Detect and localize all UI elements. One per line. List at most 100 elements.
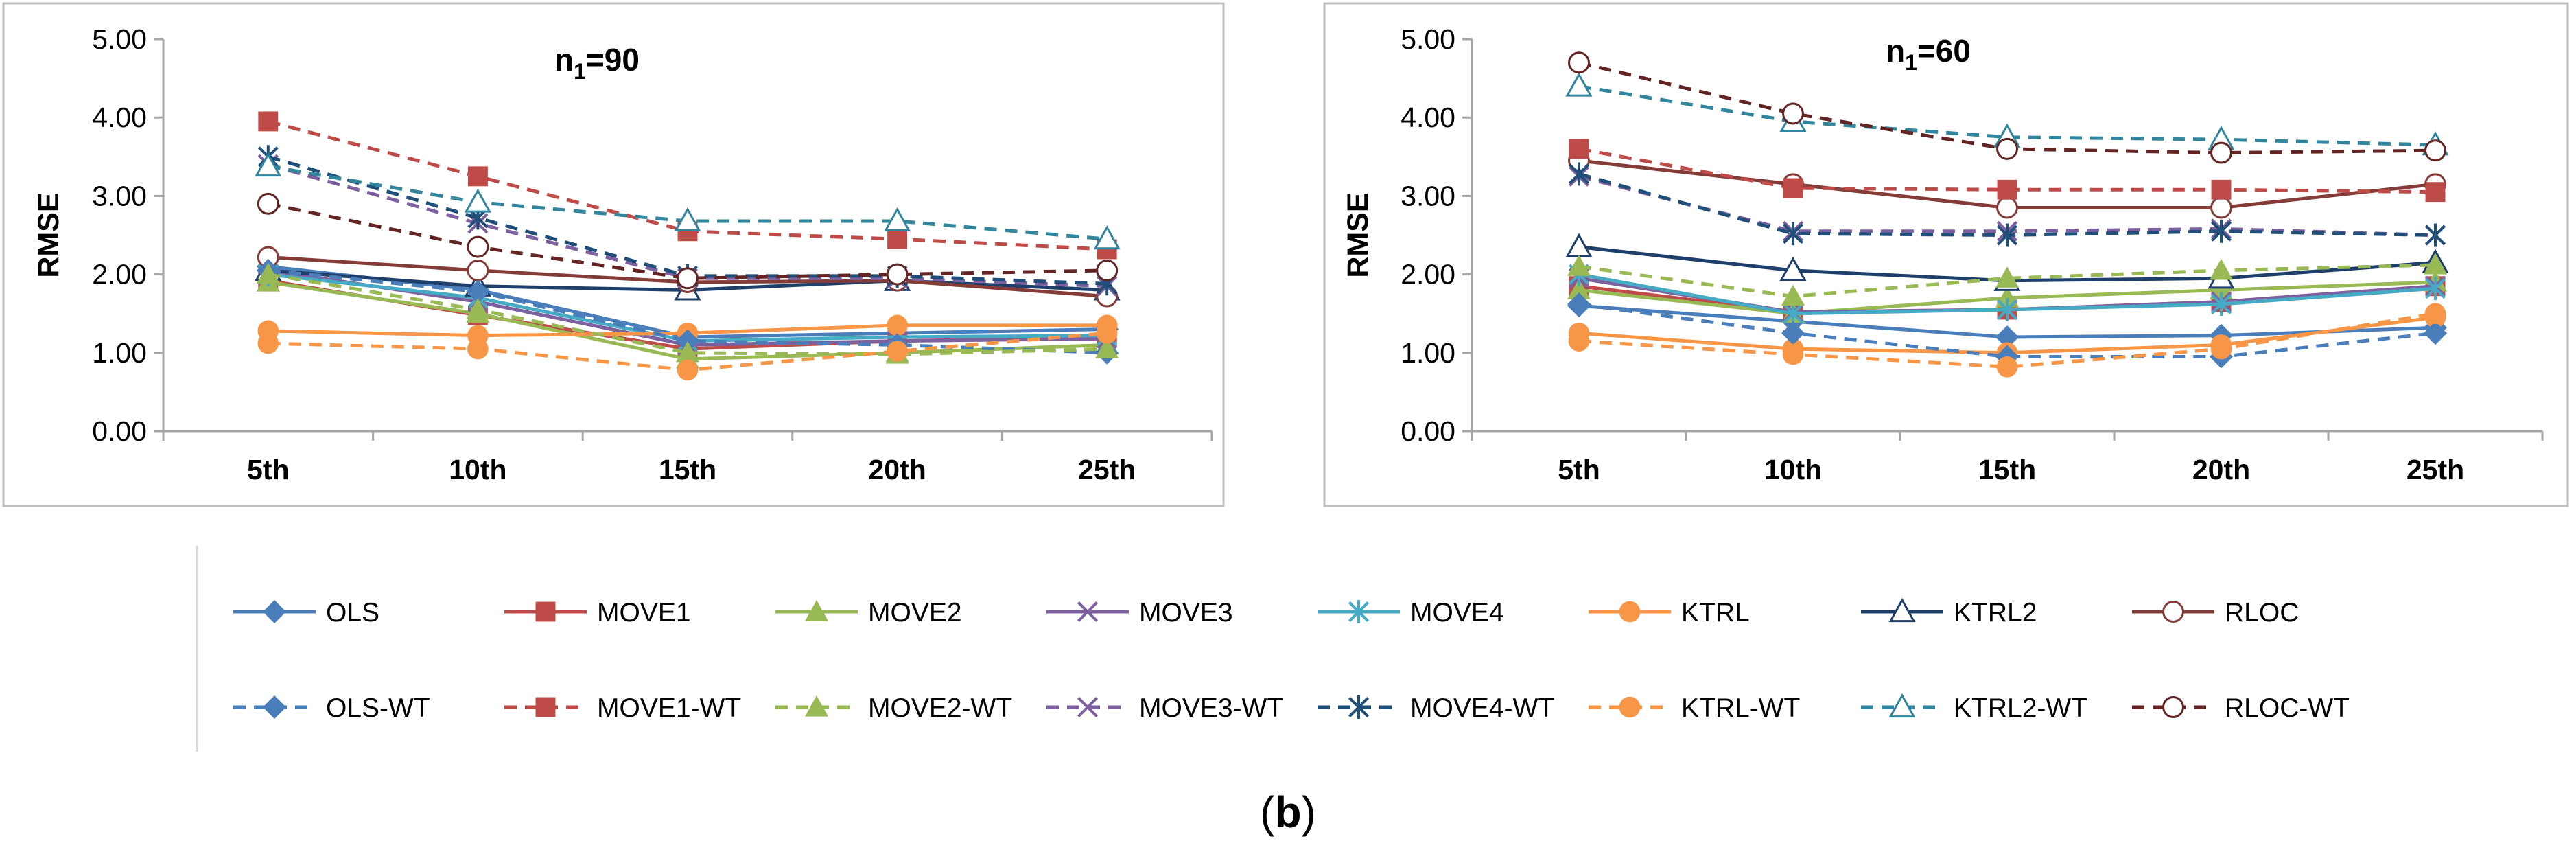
point-move4-wt-5th [1568,162,1590,186]
chart-frame [1323,2,2569,507]
point-move4-25th [2424,277,2446,301]
chart-title-subscript: 1 [574,59,586,84]
point-ktrl-wt-20th [887,341,908,362]
legend-item-rloc: RLOC [2132,598,2299,628]
legend-label: MOVE3-WT [1139,693,1283,723]
point-ktrl-wt-15th [677,359,699,381]
legend-marker [2162,601,2184,623]
point-move4-20th [2210,292,2232,316]
legend-marker [263,600,286,623]
series-line-move1-wt [1578,147,2436,194]
point-ktrl-wt-5th [1568,330,1590,352]
point-ktrl-wt-10th [467,338,489,360]
y-tick-label: 3.00 [92,180,147,211]
chart-panel-1: 0.00 1.00 2.00 3.00 4.00 5.00 5th 10th 15th 20th 2… [2,2,1225,507]
legend-marker [805,695,828,717]
x-tick-label: 20th [2192,454,2250,485]
y-tick-label: 5.00 [1401,23,1455,55]
x-tick-label: 5th [1558,454,1600,485]
point-rloc-wt-10th [1782,102,1804,125]
point-ols-wt-10th [1781,321,1805,345]
point-move4-wt-20th [2210,219,2232,243]
series-ktrl2-wt [255,152,1121,250]
x-tick-label: 15th [1978,454,2036,485]
point-move1-wt-20th [2211,179,2232,200]
series-line-ols-wt [268,268,1108,355]
point-rloc-wt-20th [886,263,909,286]
point-move4-10th [1782,301,1804,325]
point-rloc-10th [467,259,489,281]
series-move4-wt [1568,162,2446,247]
legend-item-move3-wt: MOVE3-WT [1046,693,1283,723]
point-move1-wt-10th [467,166,488,187]
legend-marker [263,695,286,719]
point-ktrl-20th [887,314,908,336]
point-move1-wt-25th [2425,182,2446,203]
series-move1-wt [1569,139,2446,203]
chart-title-main: n [1886,33,1905,69]
legend-item-move4: MOVE4 [1318,598,1504,628]
legend-item-ols-wt: OLS-WT [233,693,430,723]
point-ktrl2-wt-5th [255,152,282,177]
point-ktrl2-10th [1779,256,1807,281]
legend-marker [535,697,556,717]
legend-label: KTRL2 [1954,598,2037,628]
point-move2-wt-15th [1995,266,2019,288]
legend: OLS MOVE1 MOVE2 MOVE3 MOVE4 KTRL KTRL2 RLOC OLS-… [196,546,2350,752]
series-move2-wt [1567,253,2447,306]
series-line-move2-wt [268,273,1108,356]
legend-label: OLS [326,598,379,628]
y-tick-label: 0.00 [92,415,147,447]
legend-label: KTRL-WT [1681,693,1800,723]
y-tick-label: 1.00 [1401,337,1455,369]
legend-marker [1888,597,1916,623]
legend-item-ktrl2: KTRL2 [1861,597,2037,628]
legend-label: MOVE3 [1139,598,1233,628]
chart-title-rest: =60 [1917,33,1971,69]
chart-title: n1=60 [1886,33,1971,75]
point-ktrl2-wt-10th [464,188,491,213]
x-tick-label: 10th [449,454,506,485]
chart-title-subscript: 1 [1905,50,1917,75]
point-rloc-20th [2210,196,2232,219]
legend-marker [805,600,828,621]
series-line-rloc-wt [268,202,1108,280]
y-tick-label: 2.00 [92,259,147,290]
point-move2-wt-15th [676,341,699,363]
legend-label: MOVE2 [868,598,962,628]
figure-label: (b) [1260,787,1316,837]
x-tick-label: 5th [247,454,290,485]
legend-marker [1348,695,1370,719]
point-rloc-wt-25th [2424,139,2446,162]
legend-label: OLS-WT [326,693,430,723]
legend-marker [1077,601,1099,623]
y-tick-label: 2.00 [1401,259,1455,290]
point-ols-15th [1995,325,2019,349]
point-rloc-wt-25th [1096,259,1119,281]
legend-item-move1: MOVE1 [504,598,691,628]
series-rloc-wt [1568,51,2446,164]
legend-label: RLOC-WT [2225,693,2350,723]
legend-item-move4-wt: MOVE4-WT [1318,693,1554,723]
chart-title-main: n [554,42,574,78]
point-ktrl2-wt-25th [1093,225,1121,250]
series-ktrl-wt [257,322,1118,381]
legend-item-ktrl-wt: KTRL-WT [1589,693,1800,723]
y-tick-label: 4.00 [1401,102,1455,133]
point-move2-wt-5th [1567,255,1591,276]
point-ktrl2-wt-15th [674,207,701,232]
series-line-ktrl2-wt [1578,84,2436,147]
legend-item-move2: MOVE2 [775,598,962,628]
y-tick-label: 3.00 [1401,180,1455,211]
point-move1-wt-20th [887,229,908,249]
point-ols-wt-10th [466,279,490,303]
legend-marker [1348,600,1370,623]
series-move4 [1568,262,2446,325]
x-tick-label: 25th [2407,454,2464,485]
point-ols-wt-5th [1567,292,1591,316]
legend-label: KTRL2-WT [1954,693,2087,723]
y-tick-label: 0.00 [1401,415,1455,447]
legend-label: MOVE4-WT [1410,693,1554,723]
